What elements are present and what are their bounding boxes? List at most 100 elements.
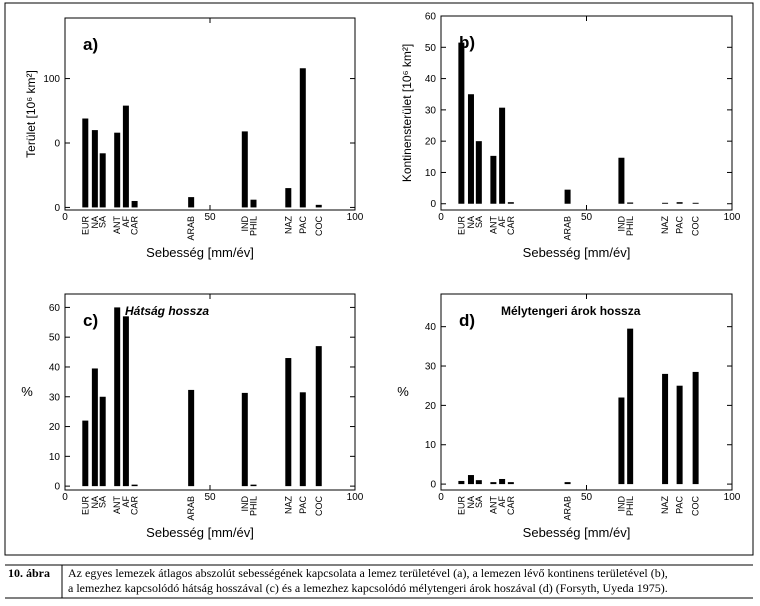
y-tick-label: 30 (425, 362, 437, 373)
x-category-label: PAC (675, 216, 685, 234)
x-tick-label: 100 (347, 212, 364, 223)
x-category-label: NA (466, 216, 476, 229)
x-category-label: SA (474, 496, 484, 508)
bar (507, 482, 514, 485)
x-category-label: ARAB (186, 496, 196, 521)
x-category-label: ARAB (563, 496, 573, 521)
bar (499, 107, 506, 204)
y-tick-label: 20 (425, 137, 437, 148)
bar (241, 131, 248, 208)
y-tick-label: 60 (49, 303, 61, 314)
y-tick-label: 0 (54, 482, 60, 493)
bar (662, 373, 669, 485)
bar (692, 371, 699, 485)
x-category-label: ANT (488, 495, 498, 514)
x-tick-label: 0 (438, 492, 444, 503)
bar (285, 188, 292, 208)
x-category-label: ARAB (563, 216, 573, 241)
y-tick-label: 30 (49, 392, 61, 403)
bar (315, 346, 322, 487)
x-category-label: IND (240, 496, 250, 512)
x-category-label: ANT (488, 215, 498, 234)
bar (82, 420, 89, 487)
x-category-label: PAC (298, 216, 308, 234)
y-tick-label: 10 (49, 452, 61, 463)
x-axis-label: Sebesség [mm/év] (523, 525, 631, 540)
x-category-label: EUR (456, 496, 466, 516)
y-tick-label: 100 (43, 74, 60, 85)
x-category-label: PHIL (249, 216, 259, 236)
x-category-label: SA (98, 496, 108, 508)
x-category-label: COC (314, 216, 324, 237)
figure-border (4, 2, 754, 556)
x-category-label: AF (497, 496, 507, 508)
bar (564, 189, 571, 204)
panel-label: d) (459, 311, 475, 330)
y-tick-label: 40 (425, 322, 437, 333)
y-tick-label: 10 (425, 440, 437, 451)
bar (458, 480, 465, 485)
bar (475, 480, 482, 485)
y-tick-label: 30 (425, 105, 437, 116)
x-axis-label: Sebesség [mm/év] (146, 525, 254, 540)
panel-title: Hátság hossza (125, 304, 209, 318)
caption-text: a lemezhez kapcsolódó hátság hosszával (… (68, 581, 668, 595)
bar (627, 202, 634, 204)
x-category-label: IND (240, 216, 250, 232)
bar (250, 484, 257, 487)
caption-text: Az egyes lemezek átlagos abszolút sebess… (68, 566, 668, 580)
x-category-label: SA (98, 216, 108, 228)
bar (250, 199, 257, 208)
bar (99, 396, 106, 487)
x-category-label: SA (474, 216, 484, 228)
x-category-label: PAC (298, 496, 308, 514)
x-category-label: CAR (130, 496, 140, 516)
bar (507, 202, 514, 204)
bar (122, 105, 129, 208)
x-category-label: ANT (112, 215, 122, 234)
plot-frame (440, 15, 733, 211)
x-category-label: NA (90, 216, 100, 229)
bar (662, 202, 669, 204)
x-axis-label: Sebesség [mm/év] (523, 245, 631, 260)
bar (475, 141, 482, 204)
x-category-label: CAR (506, 496, 516, 516)
bar (285, 358, 292, 487)
bar (315, 204, 322, 208)
x-category-label: NAZ (660, 215, 670, 234)
x-category-label: PHIL (625, 496, 635, 516)
y-tick-label: 20 (49, 422, 61, 433)
y-axis-label: Terület [10⁶ km²] (24, 70, 38, 158)
bar (82, 118, 89, 208)
x-category-label: ARAB (186, 216, 196, 241)
y-axis-label: % (21, 384, 33, 399)
x-category-label: EUR (456, 216, 466, 236)
bar (91, 130, 98, 208)
x-tick-label: 100 (347, 492, 364, 503)
x-category-label: CAR (506, 216, 516, 236)
x-category-label: AF (121, 216, 131, 228)
bar (188, 197, 195, 208)
bar (490, 482, 497, 485)
x-category-label: AF (121, 496, 131, 508)
x-category-label: CAR (130, 216, 140, 236)
bar (114, 132, 121, 208)
y-tick-label: 40 (425, 74, 437, 85)
bar (91, 368, 98, 487)
x-category-label: COC (691, 216, 701, 237)
bar (676, 202, 683, 204)
y-tick-label: 50 (49, 333, 61, 344)
x-category-label: PHIL (625, 216, 635, 236)
x-tick-label: 50 (204, 492, 216, 503)
bar (676, 385, 683, 485)
bar (618, 397, 625, 485)
x-category-label: NA (466, 496, 476, 509)
x-tick-label: 50 (204, 212, 216, 223)
bar (490, 155, 497, 204)
bar (299, 392, 306, 487)
bar (122, 316, 129, 487)
x-tick-label: 100 (724, 212, 741, 223)
x-category-label: EUR (80, 216, 90, 236)
bar (467, 94, 474, 204)
